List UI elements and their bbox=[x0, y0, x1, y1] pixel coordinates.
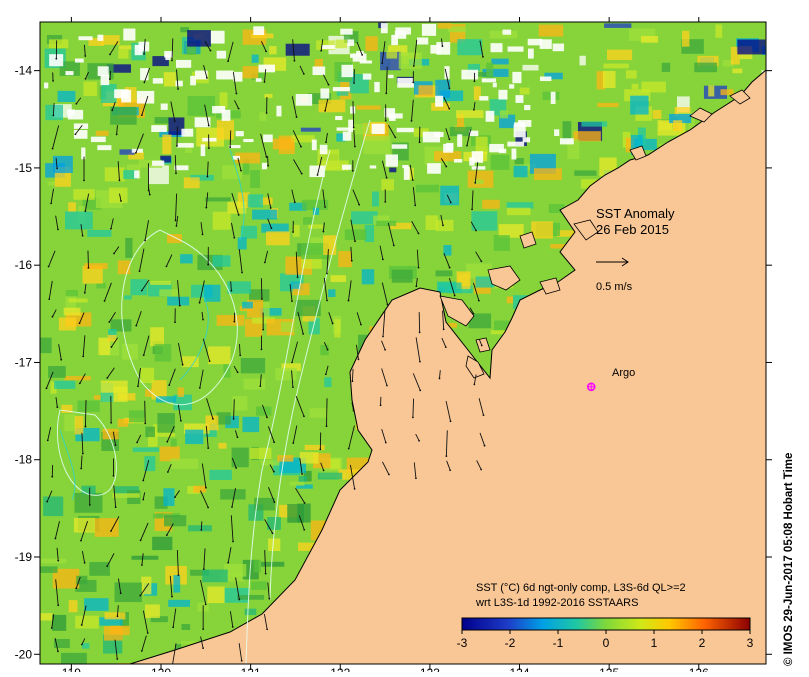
colorbar-tick-label: -1 bbox=[553, 636, 564, 650]
colorbar bbox=[462, 618, 750, 630]
map-title-line1: SST Anomaly bbox=[596, 206, 675, 221]
y-tick-label: -14 bbox=[15, 64, 33, 78]
colorbar-tick-label: 2 bbox=[699, 636, 706, 650]
credit-strip: © IMOS 29-Jun-2017 05:08 Hobart Time bbox=[778, 360, 798, 672]
argo-float-marker bbox=[587, 383, 595, 391]
colorbar-caption-line1: SST (°C) 6d ngt-only comp, L3S-6d QL>=2 bbox=[476, 582, 686, 594]
x-tick-label: 119 bbox=[62, 666, 81, 672]
colorbar-tick-label: 1 bbox=[651, 636, 658, 650]
colorbar-caption-line2: wrt L3S-1d 1992-2016 SSTAARS bbox=[475, 597, 638, 609]
colorbar-tick-label: 3 bbox=[747, 636, 754, 650]
colorbar-tick-label: 0 bbox=[603, 636, 610, 650]
x-tick-label: 122 bbox=[330, 666, 350, 672]
arrow-scale-label: 0.5 m/s bbox=[596, 281, 633, 293]
y-tick-label: -18 bbox=[15, 453, 33, 467]
y-tick-label: -16 bbox=[15, 258, 33, 272]
y-tick-label: -17 bbox=[15, 355, 33, 369]
map-title-line2: 26 Feb 2015 bbox=[596, 222, 669, 237]
x-tick-label: 126 bbox=[689, 666, 709, 672]
x-tick-label: 124 bbox=[510, 666, 530, 672]
credit-text: © IMOS 29-Jun-2017 05:08 Hobart Time bbox=[783, 453, 795, 666]
argo-label: Argo bbox=[612, 367, 635, 379]
y-tick-label: -19 bbox=[15, 550, 33, 564]
colorbar-tick-label: -3 bbox=[457, 636, 468, 650]
x-tick-label: 125 bbox=[599, 666, 619, 672]
x-tick-label: 120 bbox=[151, 666, 171, 672]
x-tick-label: 123 bbox=[420, 666, 440, 672]
y-tick-label: -15 bbox=[15, 161, 33, 175]
x-tick-label: 121 bbox=[241, 666, 261, 672]
colorbar-tick-label: -2 bbox=[505, 636, 516, 650]
y-tick-label: -20 bbox=[15, 647, 33, 661]
